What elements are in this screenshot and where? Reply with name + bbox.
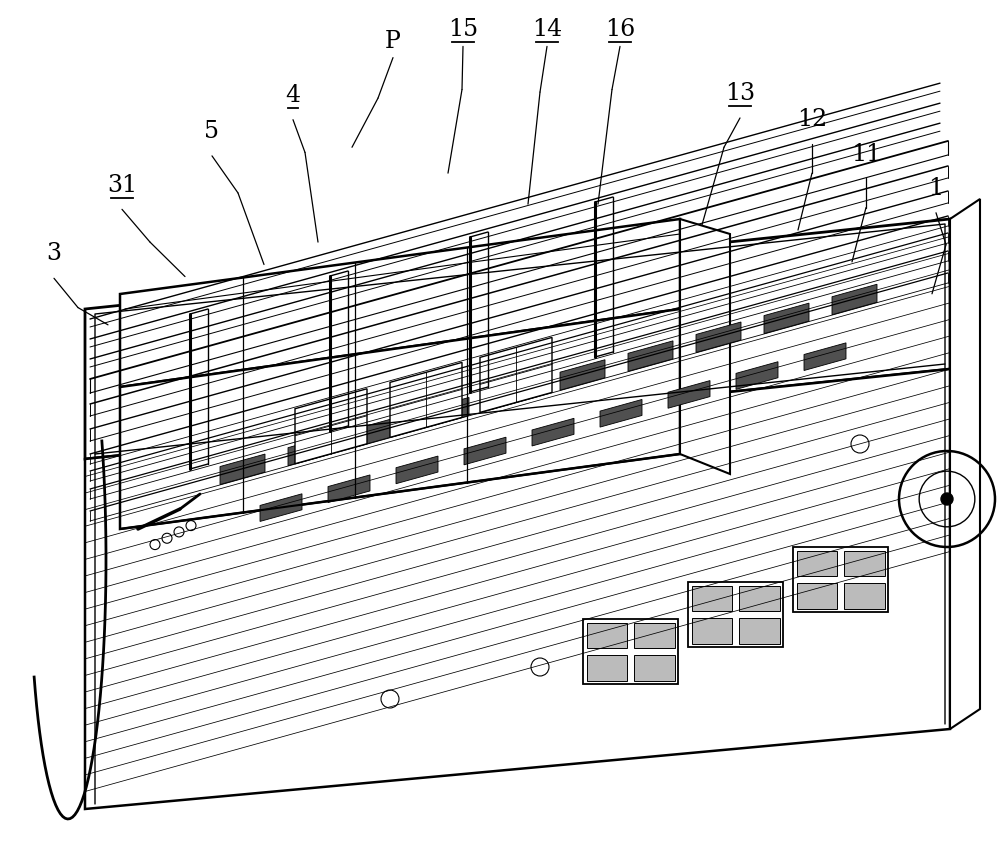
Polygon shape — [356, 417, 401, 448]
Polygon shape — [390, 363, 462, 438]
Polygon shape — [634, 655, 674, 681]
Polygon shape — [844, 583, 885, 609]
Text: 14: 14 — [532, 18, 562, 41]
Polygon shape — [492, 379, 537, 410]
Polygon shape — [586, 623, 627, 648]
Polygon shape — [328, 475, 370, 503]
Polygon shape — [832, 285, 877, 315]
Polygon shape — [950, 200, 980, 729]
Polygon shape — [696, 323, 741, 353]
Text: 15: 15 — [448, 18, 478, 41]
Polygon shape — [288, 436, 333, 466]
Polygon shape — [692, 585, 732, 611]
Polygon shape — [792, 547, 888, 612]
Polygon shape — [764, 304, 809, 334]
Polygon shape — [796, 583, 837, 609]
Polygon shape — [586, 655, 627, 681]
Polygon shape — [634, 623, 674, 648]
Polygon shape — [424, 398, 469, 429]
Polygon shape — [532, 418, 574, 447]
Text: P: P — [385, 30, 401, 53]
Polygon shape — [739, 585, 780, 611]
Polygon shape — [739, 618, 780, 644]
Polygon shape — [120, 310, 680, 530]
Text: 31: 31 — [107, 173, 137, 196]
Polygon shape — [480, 338, 552, 413]
Text: 12: 12 — [797, 108, 827, 131]
Circle shape — [941, 493, 953, 505]
Polygon shape — [692, 618, 732, 644]
Text: 3: 3 — [46, 242, 62, 265]
Polygon shape — [396, 456, 438, 484]
Polygon shape — [295, 389, 367, 464]
Polygon shape — [668, 381, 710, 409]
Polygon shape — [736, 362, 778, 390]
Polygon shape — [680, 220, 730, 474]
Text: 1: 1 — [928, 177, 944, 200]
Polygon shape — [220, 455, 265, 485]
Text: 11: 11 — [851, 142, 881, 165]
Polygon shape — [260, 494, 302, 522]
Polygon shape — [600, 400, 642, 428]
Polygon shape — [560, 360, 605, 391]
Polygon shape — [844, 551, 885, 576]
Polygon shape — [688, 582, 782, 647]
Polygon shape — [804, 344, 846, 371]
Polygon shape — [120, 220, 680, 387]
Polygon shape — [85, 369, 950, 809]
Polygon shape — [582, 619, 678, 684]
Text: 16: 16 — [605, 18, 635, 41]
Text: 5: 5 — [205, 120, 220, 143]
Text: 13: 13 — [725, 82, 755, 105]
Polygon shape — [628, 342, 673, 372]
Text: 4: 4 — [285, 84, 301, 107]
Polygon shape — [464, 437, 506, 465]
Polygon shape — [796, 551, 837, 576]
Polygon shape — [85, 220, 950, 460]
